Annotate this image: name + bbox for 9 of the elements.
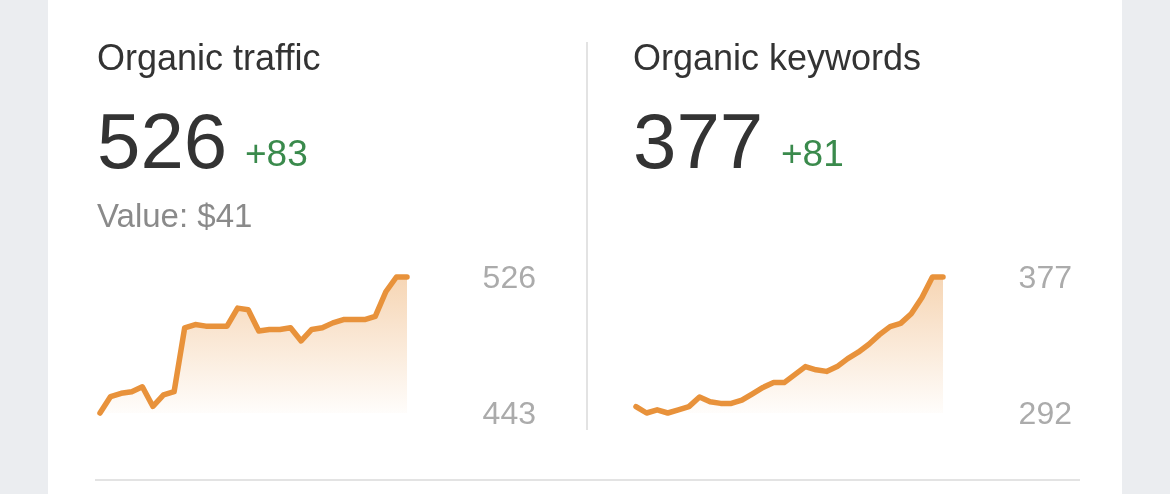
y-tick-label: 292 [1018, 395, 1072, 431]
text: +81 [781, 133, 844, 174]
text: 377 [633, 97, 764, 185]
chart-title: Organic keywords [633, 37, 922, 78]
chart-title: Organic traffic [97, 37, 321, 78]
text: 526 [97, 97, 228, 185]
text: +83 [245, 133, 308, 174]
text: Value: $41 [97, 197, 253, 234]
y-tick-label: 443 [482, 395, 536, 431]
